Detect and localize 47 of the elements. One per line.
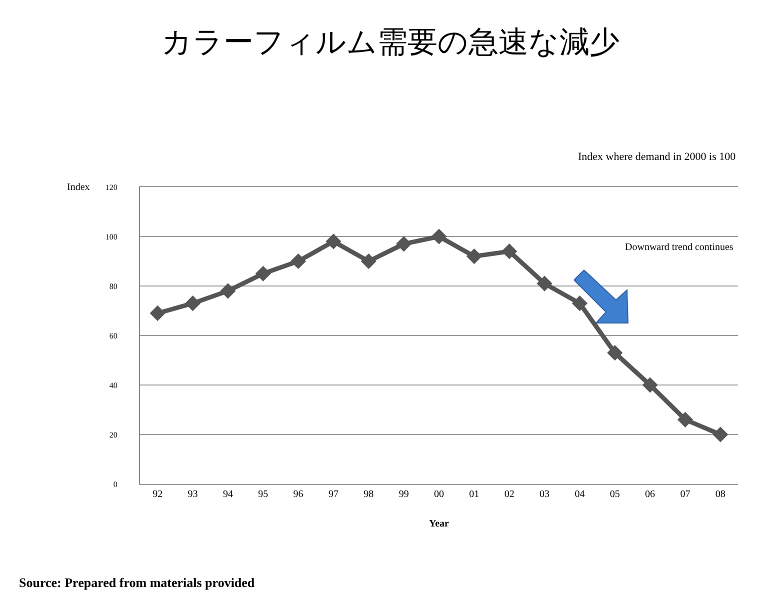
x-tick-label: 96 (293, 489, 304, 500)
annotation: Downward trend continues (625, 242, 734, 253)
point (220, 283, 236, 299)
point (255, 266, 271, 282)
source-note: Source: Prepared from materials provided (19, 575, 256, 590)
x-tick-label: 05 (610, 489, 620, 500)
x-tick-label: 06 (645, 489, 656, 500)
y-tick-label: 120 (105, 182, 118, 192)
y-tick-label: 20 (109, 430, 118, 440)
x-tick-label: 07 (680, 489, 690, 500)
point (326, 234, 342, 250)
x-tick-label: 94 (222, 489, 233, 500)
y-tick-label: 40 (109, 380, 118, 390)
x-tick-label: 01 (469, 489, 480, 500)
x-axis-title: Year (429, 518, 450, 530)
x-tick-label: 03 (540, 489, 550, 500)
point (677, 412, 694, 428)
chart-title: カラーフィルム需要の急速な減少 (162, 25, 620, 60)
point (502, 244, 518, 260)
point (712, 426, 728, 442)
point (360, 253, 376, 270)
x-tick-label: 08 (715, 489, 726, 500)
point (184, 296, 201, 312)
x-tick-label: 95 (258, 489, 268, 500)
point (642, 377, 658, 393)
point (572, 296, 588, 312)
y-tick-label: 100 (105, 232, 118, 242)
y-tick-label: 80 (109, 282, 118, 291)
x-tick-label: 99 (398, 489, 409, 500)
y-tick-label: 60 (109, 331, 118, 340)
point (150, 305, 166, 322)
point (396, 236, 412, 252)
point (466, 248, 482, 264)
y-tick-label: 0 (113, 480, 118, 489)
chart-subtitle: Index where demand in 2000 is 100 (578, 151, 736, 163)
point (290, 253, 306, 270)
y-axis-title: Index (67, 182, 90, 193)
point (607, 345, 623, 361)
point (431, 228, 447, 244)
x-tick-label: 98 (364, 489, 374, 500)
point (536, 276, 552, 292)
x-tick-label: 92 (152, 489, 163, 500)
x-tick-label: 00 (434, 489, 444, 500)
x-tick-label: 04 (574, 489, 585, 500)
x-tick-label: 97 (328, 489, 338, 500)
x-tick-label: 02 (504, 489, 514, 500)
x-tick-label: 93 (188, 489, 198, 500)
